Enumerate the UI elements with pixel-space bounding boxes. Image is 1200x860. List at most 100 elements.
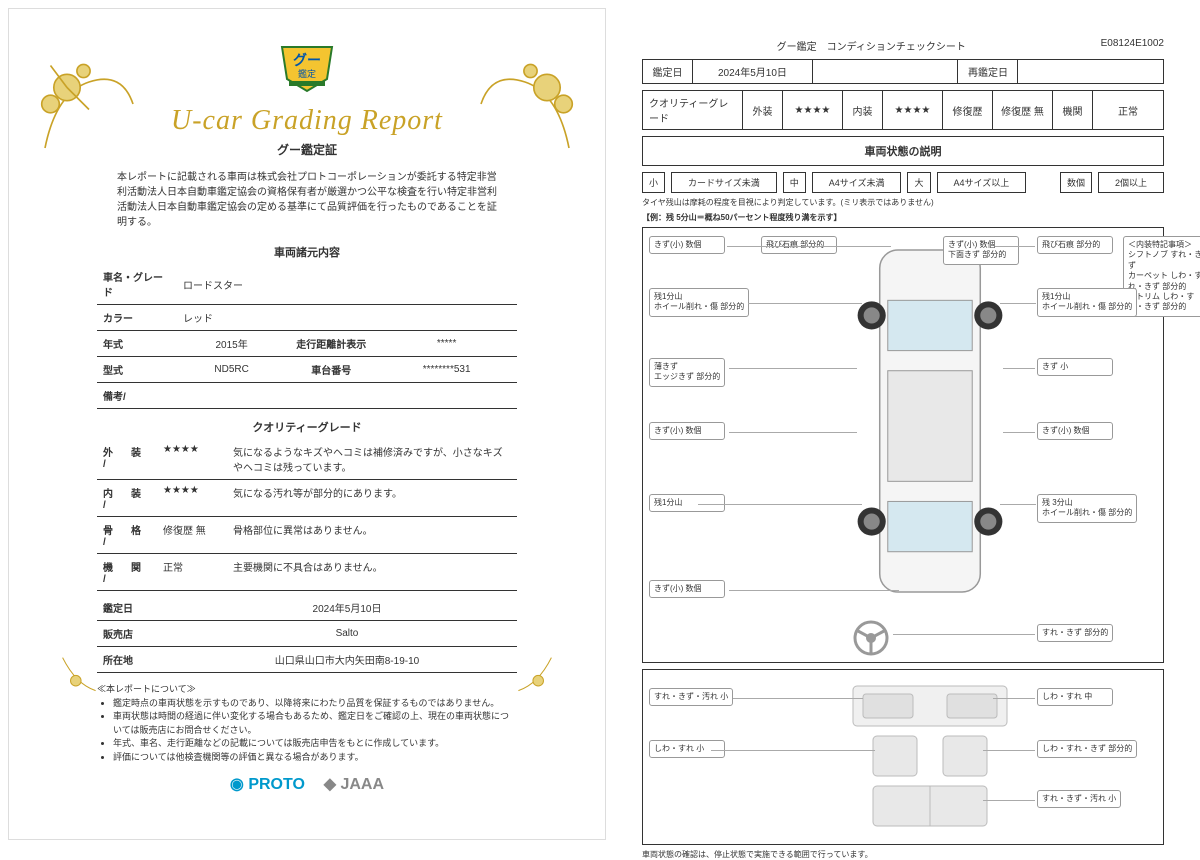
name-grade-value: ロードスター bbox=[177, 264, 517, 305]
frame-desc: 骨格部位に異常はありません。 bbox=[227, 517, 517, 554]
reinspection-date-value bbox=[1018, 60, 1163, 83]
int-stars: ★★★★ bbox=[883, 91, 943, 129]
size-legend: 小 カードサイズ未満 中 A4サイズ未満 大 A4サイズ以上 数個 2個以上 bbox=[642, 172, 1164, 193]
frame-label: 骨 格 / bbox=[97, 517, 157, 554]
condition-check-sheet: グー鑑定 コンディションチェックシート E08124E1002 鑑定日 2024… bbox=[614, 8, 1192, 840]
interior-note: しわ・すれ・きず 部分的 bbox=[1037, 740, 1137, 758]
dealer-value: Salto bbox=[177, 621, 517, 647]
repair-value: 修復歴 無 bbox=[993, 91, 1053, 129]
int-label: 内 装 / bbox=[97, 480, 157, 517]
size-l: 大 bbox=[907, 172, 930, 193]
size-s: 小 bbox=[642, 172, 665, 193]
svg-text:鑑定: 鑑定 bbox=[298, 68, 316, 79]
engine-label: 機 関 / bbox=[97, 554, 157, 591]
repair-label: 修復歴 bbox=[943, 91, 993, 129]
odo-value: ***** bbox=[376, 331, 517, 357]
ornament-bottom-left bbox=[56, 651, 122, 717]
damage-note: きず(小) 数個 bbox=[1037, 422, 1113, 440]
ornament-top-left bbox=[34, 49, 144, 159]
vin-label: 車台番号 bbox=[286, 357, 376, 383]
sheet-title: グー鑑定 コンディションチェックシート bbox=[777, 38, 966, 53]
date-label: 鑑定日 bbox=[97, 595, 177, 621]
footer-note: 車両状態の確認は、停止状態で実施できる範囲で行っています。 bbox=[642, 849, 1164, 860]
damage-note: きず(小) 数個 bbox=[649, 236, 725, 254]
interior-diagram: すれ・きず・汚れ 小 しわ・すれ 中 しわ・すれ 小 しわ・すれ・きず 部分的 … bbox=[642, 669, 1164, 845]
dealer-label: 販売店 bbox=[97, 621, 177, 647]
year-value: 2015年 bbox=[177, 331, 286, 357]
qg-label: クオリティーグレード bbox=[643, 91, 743, 129]
damage-note: 飛び石痕 部分的 bbox=[1037, 236, 1113, 254]
tire-note-2: 【例：残 5分山＝概ね50パーセント程度残り溝を示す】 bbox=[642, 212, 1164, 223]
damage-note: きず(小) 数個 bbox=[649, 580, 725, 598]
engine-value: 正常 bbox=[1093, 91, 1163, 129]
ext-stars: ★★★★ bbox=[157, 439, 227, 480]
date-value: 2024年5月10日 bbox=[177, 595, 517, 621]
damage-note: きず(小) 数個 bbox=[649, 422, 725, 440]
inspection-date-label: 鑑定日 bbox=[643, 60, 693, 83]
grade-table: 外 装 /★★★★気になるようなキズやヘコミは補修済みですが、小さなキズやヘコミ… bbox=[97, 439, 517, 591]
remarks-label: 備考/ bbox=[97, 383, 517, 409]
report-notes: ≪本レポートについて≫ 鑑定時点の車両状態を示すものであり、以降将来にわたり品質… bbox=[97, 683, 517, 764]
svg-text:グー: グー bbox=[293, 52, 321, 68]
date-row: 鑑定日 2024年5月10日 再鑑定日 bbox=[642, 59, 1164, 84]
ornament-bottom-right bbox=[492, 651, 558, 717]
note-item: 年式、車名、走行距離などの記載については販売店申告をもとに作成しています。 bbox=[113, 737, 517, 751]
spec-table: 車名・グレードロードスター カラーレッド 年式2015年走行距離計表示*****… bbox=[97, 264, 517, 409]
grading-report-page: グー鑑定 U-car Grading Report グー鑑定証 本レポートに記載… bbox=[8, 8, 606, 840]
size-s-desc: カードサイズ未満 bbox=[671, 172, 777, 193]
info-table: 鑑定日2024年5月10日 販売店Salto 所在地山口県山口市大内矢田南8-1… bbox=[97, 595, 517, 673]
proto-logo: ◉ PROTO bbox=[230, 774, 305, 794]
name-grade-label: 車名・グレード bbox=[97, 264, 177, 305]
grade-row: クオリティーグレード 外装 ★★★★ 内装 ★★★★ 修復歴 修復歴 無 機関 … bbox=[642, 90, 1164, 130]
note-item: 鑑定時点の車両状態を示すものであり、以降将来にわたり品質を保証するものではありま… bbox=[113, 697, 517, 711]
ext-stars: ★★★★ bbox=[783, 91, 843, 129]
car-top-view-icon bbox=[857, 240, 1003, 602]
vin-value: ********531 bbox=[376, 357, 517, 383]
ext-desc: 気になるようなキズやヘコミは補修済みですが、小さなキズやヘコミは残っています。 bbox=[227, 439, 517, 480]
interior-note: すれ・きず・汚れ 小 bbox=[1037, 790, 1121, 808]
sheet-code: E08124E1002 bbox=[1101, 38, 1164, 53]
note-item: 評価については他検査機関等の評価と異なる場合があります。 bbox=[113, 751, 517, 765]
jaaa-logo: ◆ JAAA bbox=[324, 774, 384, 794]
goo-badge-icon: グー鑑定 bbox=[277, 39, 337, 99]
logos: ◉ PROTO ◆ JAAA bbox=[37, 774, 577, 794]
int-stars: ★★★★ bbox=[157, 480, 227, 517]
car-interior-icon bbox=[843, 680, 1017, 836]
model-label: 型式 bbox=[97, 357, 177, 383]
note-item: 車両状態は時間の経過に伴い変化する場合もあるため、鑑定日をご確認の上、現在の車両… bbox=[113, 710, 517, 737]
damage-note: 残 3分山 ホイール削れ・傷 部分的 bbox=[1037, 494, 1137, 523]
color-value: レッド bbox=[177, 305, 517, 331]
damage-note: きず 小 bbox=[1037, 358, 1113, 376]
size-m: 中 bbox=[783, 172, 806, 193]
exterior-diagram: きず(小) 数個 飛び石痕 部分的 きず(小) 数個 下面きず 部分的 飛び石痕… bbox=[642, 227, 1164, 663]
engine-value: 正常 bbox=[157, 554, 227, 591]
quality-section-title: クオリティーグレード bbox=[37, 419, 577, 435]
notes-title: ≪本レポートについて≫ bbox=[97, 683, 517, 697]
color-label: カラー bbox=[97, 305, 177, 331]
int-label: 内装 bbox=[843, 91, 883, 129]
damage-note: 残1分山 ホイール削れ・傷 部分的 bbox=[1037, 288, 1137, 317]
int-desc: 気になる汚れ等が部分的にあります。 bbox=[227, 480, 517, 517]
year-label: 年式 bbox=[97, 331, 177, 357]
interior-note: すれ・きず・汚れ 小 bbox=[649, 688, 733, 706]
size-m-desc: A4サイズ未満 bbox=[812, 172, 902, 193]
steering-wheel-icon bbox=[851, 618, 891, 658]
condition-title: 車両状態の説明 bbox=[642, 136, 1164, 166]
damage-note: 残1分山 ホイール削れ・傷 部分的 bbox=[649, 288, 749, 317]
damage-note: 薄きず エッジきず 部分的 bbox=[649, 358, 725, 387]
ext-label: 外装 bbox=[743, 91, 783, 129]
engine-desc: 主要機関に不具合はありません。 bbox=[227, 554, 517, 591]
size-l-desc: A4サイズ以上 bbox=[937, 172, 1027, 193]
cert-text: 本レポートに記載される車両は株式会社プロトコーポレーションが委託する特定非営利活… bbox=[117, 170, 497, 230]
damage-note: きず(小) 数個 下面きず 部分的 bbox=[943, 236, 1019, 265]
spec-section-title: 車両諸元内容 bbox=[37, 244, 577, 260]
ornament-top-right bbox=[470, 49, 580, 159]
tire-note-1: タイヤ残山は摩耗の程度を目視により判定しています。(ミリ表示ではありません) bbox=[642, 197, 1164, 208]
num-desc: 2個以上 bbox=[1098, 172, 1164, 193]
reinspection-date-label: 再鑑定日 bbox=[958, 60, 1018, 83]
damage-note: すれ・きず 部分的 bbox=[1037, 624, 1113, 642]
inspection-date-value: 2024年5月10日 bbox=[693, 60, 813, 83]
model-value: ND5RC bbox=[177, 357, 286, 383]
frame-value: 修復歴 無 bbox=[157, 517, 227, 554]
num-label: 数個 bbox=[1060, 172, 1092, 193]
